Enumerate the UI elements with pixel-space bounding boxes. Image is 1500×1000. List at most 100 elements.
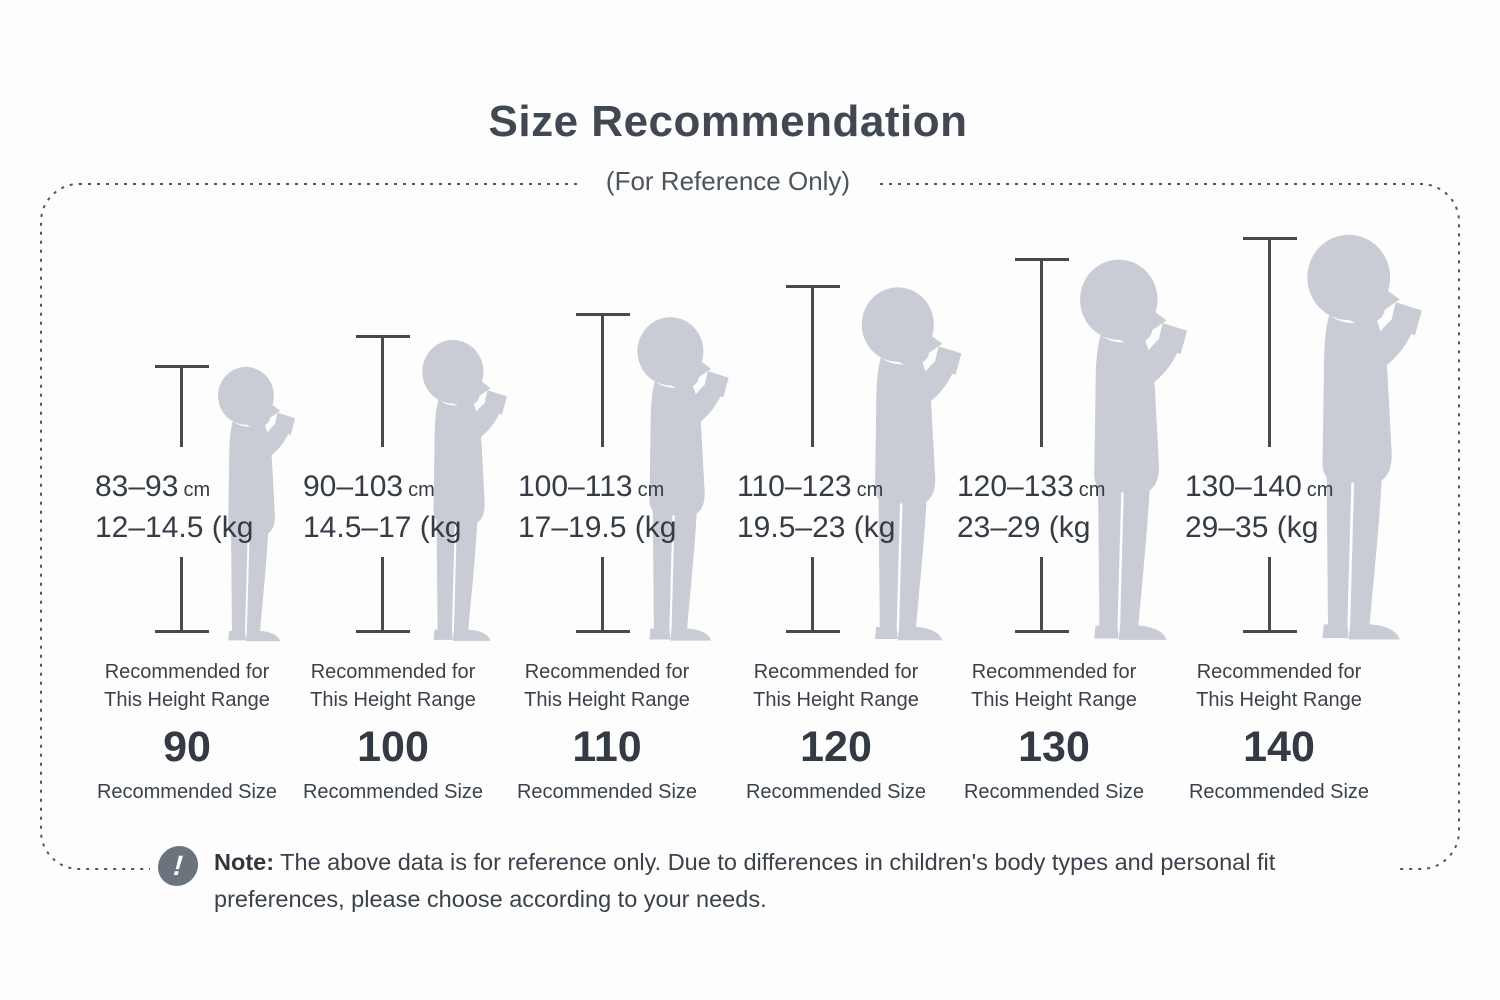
ruler-top-cap <box>155 365 209 368</box>
height-ruler <box>356 335 410 633</box>
recommended-size-value: 120 <box>800 723 872 771</box>
ruler-lower-line <box>1040 557 1043 630</box>
range-label-line1: Recommended for <box>310 661 476 683</box>
size-info: Recommended for This Height Range 130 Re… <box>944 658 1164 804</box>
range-label-line2: This Height Range <box>104 689 270 711</box>
height-weight-text: 110–123 cm 19.5–23 (kg <box>737 468 895 546</box>
height-weight-text: 100–113 cm 17–19.5 (kg <box>518 468 676 546</box>
range-label-line1: Recommended for <box>1196 661 1362 683</box>
height-weight-text: 130–140 cm 29–35 (kg <box>1185 468 1333 546</box>
note-text: Note: The above data is for reference on… <box>214 844 1369 918</box>
child-silhouette-svg <box>1080 259 1188 640</box>
height-unit: cm <box>1078 479 1106 501</box>
ruler-bottom-cap <box>786 630 840 633</box>
range-label-line2: This Height Range <box>310 689 476 711</box>
ruler-bottom-cap <box>356 630 410 633</box>
weight-range: 19.5–23 (kg <box>737 511 896 544</box>
ruler-bottom-cap <box>576 630 630 633</box>
range-label-line1: Recommended for <box>753 661 919 683</box>
weight-range: 17–19.5 (kg <box>518 511 677 544</box>
height-weight-text: 120–133 cm 23–29 (kg <box>957 468 1105 546</box>
recommended-size-value: 130 <box>1018 723 1090 771</box>
height-weight-text: 90–103 cm 14.5–17 (kg <box>303 468 461 546</box>
height-range: 83–93 cm <box>95 470 211 503</box>
recommended-size-label: Recommended Size <box>1188 781 1370 803</box>
range-label-line2: This Height Range <box>1196 689 1362 711</box>
ruler-lower-line <box>811 557 814 630</box>
height-ruler <box>1015 258 1069 633</box>
ruler-bottom-cap <box>1243 630 1297 633</box>
height-unit: cm <box>183 479 211 501</box>
child-silhouette <box>622 315 732 645</box>
height-ruler <box>576 313 630 633</box>
ruler-top-cap <box>356 335 410 338</box>
range-label-line1: Recommended for <box>971 661 1137 683</box>
size-info: Recommended for This Height Range 100 Re… <box>283 658 503 804</box>
exclamation-icon: ! <box>156 846 200 886</box>
range-label-line1: Recommended for <box>104 661 270 683</box>
height-range: 120–133 cm <box>957 470 1106 503</box>
ruler-upper-line <box>601 316 604 447</box>
child-silhouette-svg <box>218 366 296 642</box>
ruler-top-cap <box>786 285 840 288</box>
recommended-size-label: Recommended Size <box>516 781 698 803</box>
ruler-top-cap <box>1243 237 1297 240</box>
subtitle-row: (For Reference Only) <box>0 161 1456 201</box>
height-ruler <box>155 365 209 633</box>
ruler-bottom-cap <box>1015 630 1069 633</box>
child-silhouette <box>1062 257 1191 645</box>
height-ruler <box>786 285 840 633</box>
child-silhouette <box>1288 232 1426 645</box>
recommended-size-value: 100 <box>357 723 429 771</box>
ruler-lower-line <box>180 557 183 630</box>
child-silhouette <box>845 285 965 645</box>
size-info: Recommended for This Height Range 110 Re… <box>497 658 717 804</box>
height-weight-text: 83–93 cm 12–14.5 (kg <box>95 468 253 546</box>
range-label-line2: This Height Range <box>753 689 919 711</box>
weight-range: 14.5–17 (kg <box>303 511 462 544</box>
height-range: 90–103 cm <box>303 470 435 503</box>
recommended-size-label: Recommended Size <box>963 781 1145 803</box>
ruler-lower-line <box>1268 557 1271 630</box>
weight-range: 12–14.5 (kg <box>95 511 254 544</box>
child-silhouette <box>408 338 510 645</box>
ruler-top-cap <box>1015 258 1069 261</box>
height-range: 110–123 cm <box>737 470 884 503</box>
height-unit: cm <box>408 479 435 501</box>
subtitle: (For Reference Only) <box>579 161 877 201</box>
size-info: Recommended for This Height Range 120 Re… <box>726 658 946 804</box>
height-range: 100–113 cm <box>518 470 665 503</box>
page-title: Size Recommendation <box>488 97 968 146</box>
height-range: 130–140 cm <box>1185 470 1334 503</box>
ruler-upper-line <box>1268 240 1271 447</box>
weight-range: 29–35 (kg <box>1185 511 1319 544</box>
recommended-size-value: 110 <box>572 723 642 771</box>
recommended-size-label: Recommended Size <box>96 781 278 803</box>
range-label-line2: This Height Range <box>524 689 690 711</box>
size-info: Recommended for This Height Range 90 Rec… <box>77 658 297 804</box>
range-label-line2: This Height Range <box>971 689 1137 711</box>
recommended-size-label: Recommended Size <box>745 781 927 803</box>
ruler-bottom-cap <box>155 630 209 633</box>
child-silhouette-svg <box>861 287 962 641</box>
ruler-upper-line <box>811 288 814 447</box>
ruler-lower-line <box>381 557 384 630</box>
height-unit: cm <box>1306 479 1334 501</box>
recommended-size-label: Recommended Size <box>302 781 484 803</box>
range-label-line1: Recommended for <box>524 661 690 683</box>
note-body: The above data is for reference only. Du… <box>214 849 1276 912</box>
note-label: Note: <box>214 849 275 875</box>
height-unit: cm <box>637 479 665 501</box>
child-silhouette-svg <box>1307 234 1422 640</box>
child-silhouette-svg <box>422 340 507 641</box>
child-silhouette-svg <box>637 317 729 641</box>
ruler-upper-line <box>381 338 384 447</box>
ruler-upper-line <box>1040 261 1043 447</box>
size-info: Recommended for This Height Range 140 Re… <box>1169 658 1389 804</box>
child-silhouette <box>205 365 298 645</box>
ruler-top-cap <box>576 313 630 316</box>
recommended-size-value: 140 <box>1243 723 1315 771</box>
ruler-upper-line <box>180 368 183 447</box>
note-bar: ! Note: The above data is for reference … <box>150 842 1395 924</box>
